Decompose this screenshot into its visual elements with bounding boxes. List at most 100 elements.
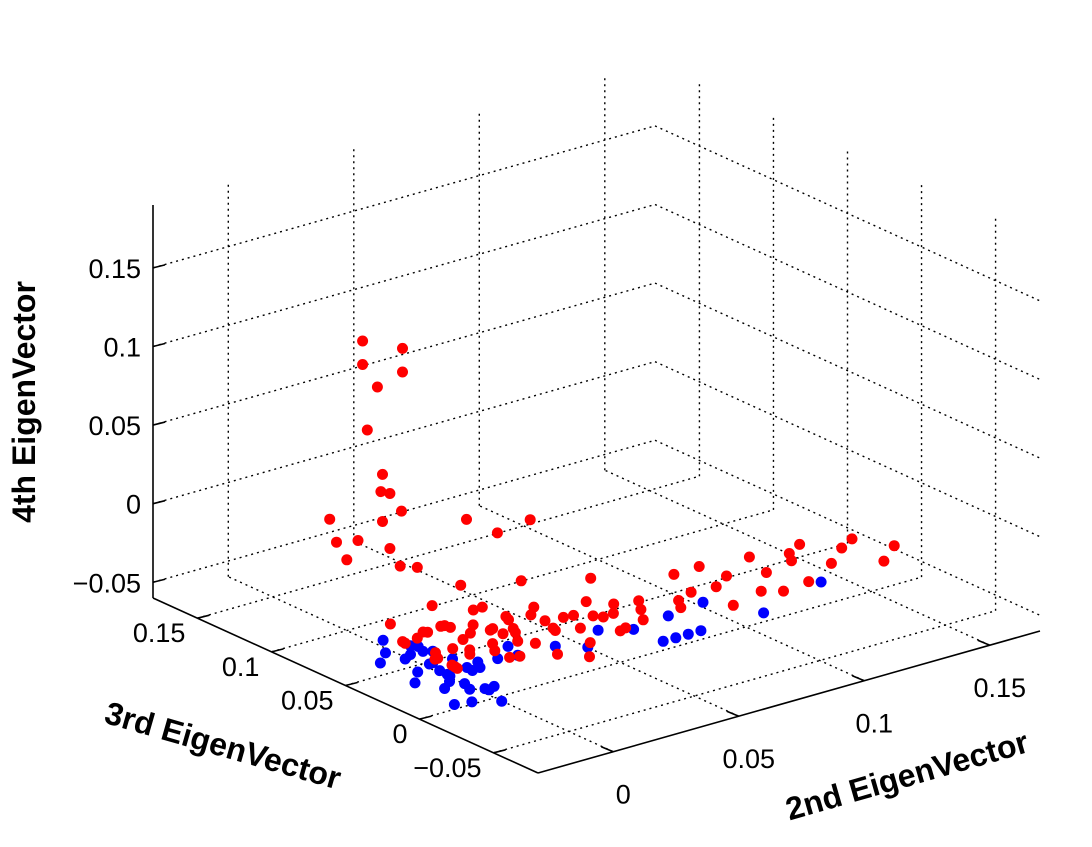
scatter-point xyxy=(377,634,389,646)
scatter-point xyxy=(446,659,458,671)
scatter-point xyxy=(324,513,336,525)
z-tick-label: 0.05 xyxy=(88,411,141,441)
scatter-point xyxy=(491,527,503,539)
y-tick-label: −0.05 xyxy=(413,753,481,783)
scatter-point xyxy=(888,540,900,552)
scatter-point xyxy=(448,699,460,710)
y-tick-mark xyxy=(197,614,210,619)
scatter-point xyxy=(515,575,527,587)
scatter-point xyxy=(434,665,446,677)
scatter-point xyxy=(405,649,416,660)
scatter-point xyxy=(584,637,596,649)
scatter-point xyxy=(607,607,619,619)
scatter-point xyxy=(710,581,722,593)
scatter-point xyxy=(552,648,563,660)
scatter-point xyxy=(574,622,586,634)
scatter-point xyxy=(525,609,537,621)
grid-line xyxy=(197,475,700,619)
scatter-point xyxy=(464,627,476,639)
z-tick-mark xyxy=(152,578,166,584)
scatter-point xyxy=(430,647,441,659)
scatter-point xyxy=(397,366,408,378)
grid-line xyxy=(654,361,1041,538)
z-tick-mark xyxy=(152,264,166,269)
scatter-point xyxy=(620,622,632,634)
x-tick-label: 0.1 xyxy=(856,709,894,739)
scatter-point xyxy=(384,488,396,499)
x-tick-mark xyxy=(851,674,865,682)
scatter-point xyxy=(657,635,669,647)
scatter-point xyxy=(457,634,469,645)
scatter-point xyxy=(497,628,509,640)
scatter-point xyxy=(357,359,369,370)
scatter-point xyxy=(496,695,508,707)
scatter-point xyxy=(461,513,472,525)
scatter-point xyxy=(489,645,501,657)
scatter-point xyxy=(411,561,423,573)
scatter-point xyxy=(721,570,732,582)
x-axis-line xyxy=(537,630,1041,774)
scatter-point xyxy=(464,648,476,660)
scatter-point xyxy=(488,680,500,692)
scatter-point xyxy=(529,637,541,649)
grid-line xyxy=(353,540,740,717)
grid-lines xyxy=(152,77,1041,754)
scatter-point xyxy=(697,596,709,608)
scatter-point xyxy=(587,610,599,622)
scatter-point xyxy=(503,614,514,626)
x-axis-label: 2nd EigenVector xyxy=(781,724,1032,828)
scatter-point xyxy=(476,601,488,613)
scatter-point xyxy=(504,651,516,663)
x-tick-label: 0.15 xyxy=(974,673,1027,703)
scatter-point xyxy=(755,585,767,597)
scatter-point xyxy=(778,585,789,597)
x-tick-mark xyxy=(726,710,740,717)
scatter-point xyxy=(467,604,479,616)
scatter-point xyxy=(377,516,388,527)
scatter-point xyxy=(514,650,526,662)
scatter-point xyxy=(662,610,674,622)
scatter-point xyxy=(547,622,559,634)
scatter-point xyxy=(352,535,364,546)
axes xyxy=(152,205,1041,774)
scatter-point xyxy=(435,620,447,632)
scatter-point xyxy=(479,683,491,695)
z-tick-label: 0 xyxy=(126,490,141,520)
scatter-point xyxy=(409,677,421,689)
grid-line xyxy=(493,610,996,754)
scatter-point xyxy=(384,618,396,630)
scatter-point xyxy=(341,554,353,566)
scatter-point xyxy=(539,615,551,627)
scatter-point xyxy=(633,595,645,607)
grid-line xyxy=(654,439,1041,616)
scatter-point xyxy=(783,548,795,559)
scatter-point xyxy=(384,543,396,554)
scatter-point xyxy=(608,598,620,610)
scatter-point xyxy=(464,683,476,695)
scatter-point xyxy=(394,560,406,572)
scatter-point xyxy=(597,611,609,623)
scatter-point xyxy=(502,640,514,652)
y-tick-mark xyxy=(419,715,432,720)
scatter-point xyxy=(685,586,697,598)
scatter-point xyxy=(466,696,478,708)
scatter-point xyxy=(397,342,408,354)
scatter-point xyxy=(396,505,407,517)
tick-labels: 00.050.10.15−0.0500.050.10.15−0.0500.050… xyxy=(73,254,1026,810)
y-tick-mark xyxy=(493,749,506,754)
y-tick-label: 0 xyxy=(393,719,408,749)
scatter-point xyxy=(444,621,456,633)
x-tick-mark xyxy=(600,745,614,753)
grid-line xyxy=(479,505,865,682)
z-tick-label: 0.1 xyxy=(103,332,141,362)
grid-line xyxy=(654,125,1041,302)
scatter-point xyxy=(568,609,579,621)
x-tick-label: 0 xyxy=(616,780,631,810)
scatter-point xyxy=(825,557,837,569)
scatter-point xyxy=(375,486,387,498)
scatter-point xyxy=(557,611,569,623)
scatter-point xyxy=(637,614,649,626)
scatter-point xyxy=(461,662,473,673)
x-tick-mark xyxy=(977,639,991,646)
